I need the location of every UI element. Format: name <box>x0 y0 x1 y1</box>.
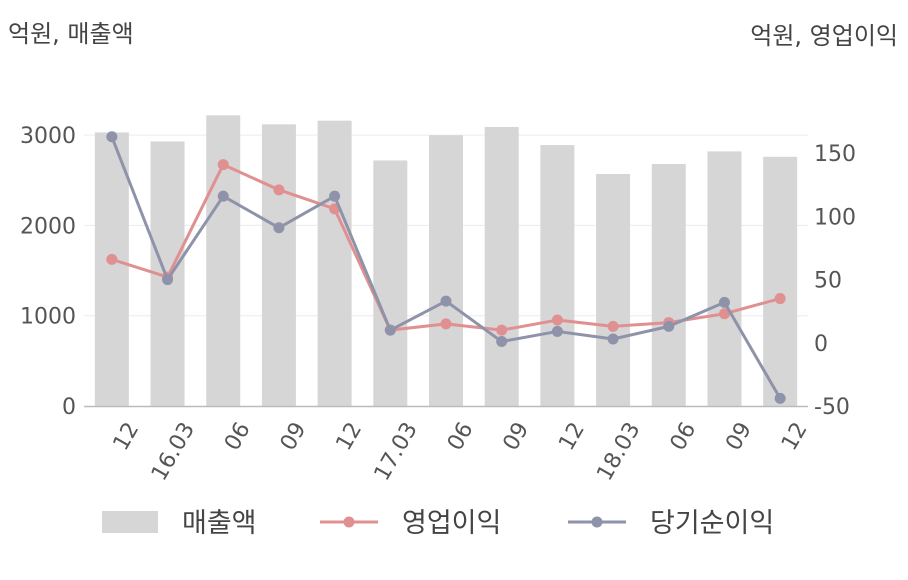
x-tick-label: 12 <box>331 418 367 455</box>
bar-revenue <box>94 132 129 407</box>
point-operating-profit <box>774 293 786 305</box>
point-net-income <box>551 325 563 337</box>
bar-revenue <box>763 156 798 406</box>
legend-label-revenue: 매출액 <box>182 508 257 539</box>
right-tick-label: 0 <box>814 332 828 357</box>
point-operating-profit <box>440 318 452 330</box>
point-net-income <box>774 392 786 404</box>
point-net-income <box>106 131 118 143</box>
x-tick-label: 12 <box>777 418 813 455</box>
point-operating-profit <box>273 184 285 196</box>
bar-revenue <box>651 164 686 406</box>
point-net-income <box>607 333 619 345</box>
x-tick-label: 09 <box>721 418 757 455</box>
point-net-income <box>329 190 341 202</box>
point-net-income <box>162 274 174 286</box>
point-operating-profit <box>217 159 229 171</box>
point-net-income <box>663 320 675 332</box>
left-tick-label: 0 <box>62 395 76 420</box>
bar-revenue <box>429 135 463 406</box>
right-tick-label: 50 <box>814 269 842 294</box>
bar-revenue <box>206 115 241 406</box>
bar-revenue <box>484 127 519 406</box>
x-tick-label: 09 <box>276 418 312 455</box>
x-tick-label: 17.03 <box>370 418 423 485</box>
legend-label-operating-profit: 영업이익 <box>402 508 501 539</box>
bar-revenue <box>540 145 575 406</box>
x-tick-label: 06 <box>220 418 256 455</box>
left-axis-unit-label: 억원, 매출액 <box>8 20 134 48</box>
point-net-income <box>217 190 229 202</box>
right-tick-label: 100 <box>814 205 856 230</box>
right-tick-label: -50 <box>814 395 850 420</box>
point-net-income <box>718 296 730 308</box>
legend-label-net-income: 당기순이익 <box>650 508 774 539</box>
point-net-income <box>496 336 508 348</box>
point-operating-profit <box>496 324 508 336</box>
legend-marker-operating-profit <box>343 516 355 528</box>
point-net-income <box>273 222 285 234</box>
right-axis-unit-label: 억원, 영업이익 <box>750 22 898 50</box>
point-operating-profit <box>718 308 730 320</box>
left-tick-label: 3000 <box>20 124 76 149</box>
point-net-income <box>384 324 396 336</box>
bar-revenue <box>707 151 742 406</box>
bar-revenue <box>373 160 408 406</box>
bar-revenue <box>596 173 631 406</box>
legend-marker-net-income <box>591 516 603 528</box>
left-tick-label: 1000 <box>20 305 76 330</box>
point-operating-profit <box>607 320 619 332</box>
x-tick-label: 16.03 <box>147 418 200 485</box>
legend-swatch-revenue <box>102 511 158 533</box>
left-tick-label: 2000 <box>20 214 76 239</box>
point-operating-profit <box>106 253 118 265</box>
right-tick-label: 150 <box>814 142 856 167</box>
bar-revenue <box>261 124 296 407</box>
x-tick-label: 06 <box>443 418 479 455</box>
point-operating-profit <box>551 314 563 326</box>
x-tick-label: 06 <box>666 418 702 455</box>
bar-revenue <box>317 120 352 406</box>
point-net-income <box>440 295 452 307</box>
x-tick-label: 12 <box>109 418 145 455</box>
x-tick-label: 12 <box>554 418 590 455</box>
x-tick-label: 18.03 <box>592 418 645 485</box>
x-tick-label: 09 <box>499 418 535 455</box>
